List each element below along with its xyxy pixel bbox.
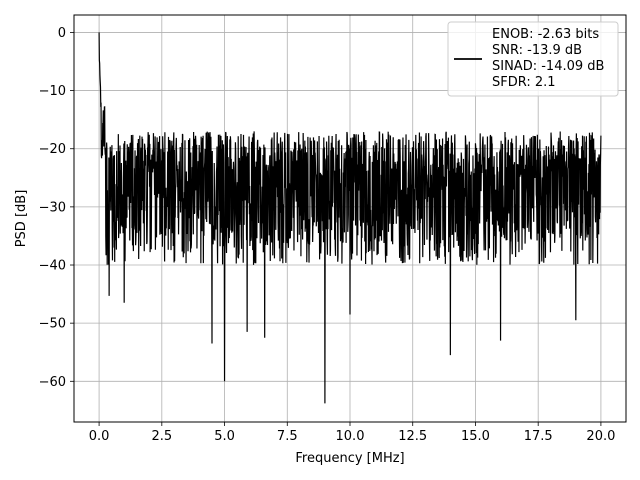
- y-axis-label: PSD [dB]: [14, 190, 29, 248]
- y-tick-label: 0: [58, 26, 66, 41]
- legend-snr-text: SNR: -13.9 dB: [492, 43, 582, 58]
- legend: ENOB: -2.63 bits SNR: -13.9 dB SINAD: -1…: [447, 21, 619, 97]
- legend-enob-text: ENOB: -2.63 bits: [492, 27, 599, 42]
- x-tick-label: 0.0: [89, 429, 110, 444]
- y-tick-label: −40: [39, 259, 66, 274]
- x-tick-label: 5.0: [214, 429, 235, 444]
- x-tick-label: 2.5: [151, 429, 172, 444]
- legend-sfdr-text: SFDR: 2.1: [492, 75, 556, 90]
- x-tick-label: 10.0: [336, 429, 365, 444]
- y-tick-label: −30: [39, 200, 66, 215]
- x-axis-ticks: 0.0 2.5 5.0 7.5 10.0 12.5 15.0 17.5 20.0: [89, 422, 615, 444]
- y-axis-ticks: 0 −10 −20 −30 −40 −50 −60: [39, 26, 74, 390]
- x-tick-label: 15.0: [461, 429, 490, 444]
- plot-area: [98, 32, 602, 404]
- y-tick-label: −50: [39, 317, 66, 332]
- x-tick-label: 17.5: [524, 429, 553, 444]
- x-axis-label: Frequency [MHz]: [295, 451, 404, 466]
- y-tick-label: −60: [39, 375, 66, 390]
- legend-sinad-text: SINAD: -14.09 dB: [492, 59, 604, 74]
- psd-series-line: [98, 32, 602, 404]
- x-tick-label: 12.5: [398, 429, 427, 444]
- x-tick-label: 20.0: [586, 429, 615, 444]
- x-tick-label: 7.5: [277, 429, 298, 444]
- legend-box: [447, 21, 619, 97]
- y-tick-label: −10: [39, 84, 66, 99]
- y-tick-label: −20: [39, 142, 66, 157]
